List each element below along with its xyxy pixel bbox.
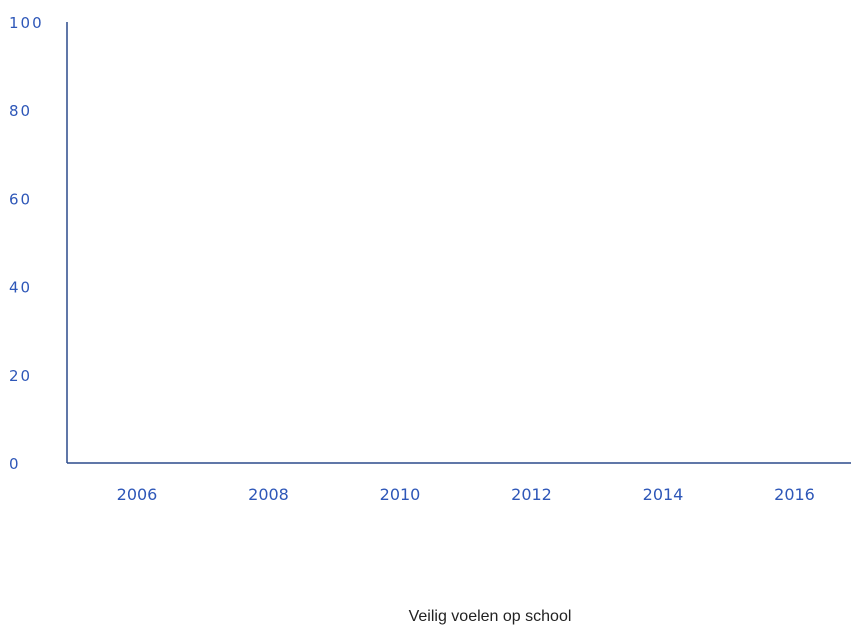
y-tick-label: 60 — [9, 190, 32, 208]
x-tick-label: 2006 — [117, 485, 158, 504]
x-tick-label: 2014 — [643, 485, 684, 504]
x-axis-tick-labels: 2006 2008 2010 2012 2014 2016 — [117, 485, 815, 504]
y-tick-label: 20 — [9, 367, 32, 385]
y-tick-label: 40 — [9, 279, 32, 297]
x-tick-label: 2008 — [248, 485, 289, 504]
y-tick-label: 100 — [9, 14, 44, 32]
x-tick-label: 2016 — [774, 485, 815, 504]
y-tick-label: 80 — [9, 102, 32, 120]
x-tick-label: 2012 — [511, 485, 552, 504]
y-axis-tick-labels: 0 20 40 60 80 100 — [9, 14, 44, 473]
legend-series-label: Veilig voelen op school — [409, 608, 572, 625]
y-tick-label: 0 — [9, 455, 21, 473]
x-tick-label: 2010 — [380, 485, 421, 504]
